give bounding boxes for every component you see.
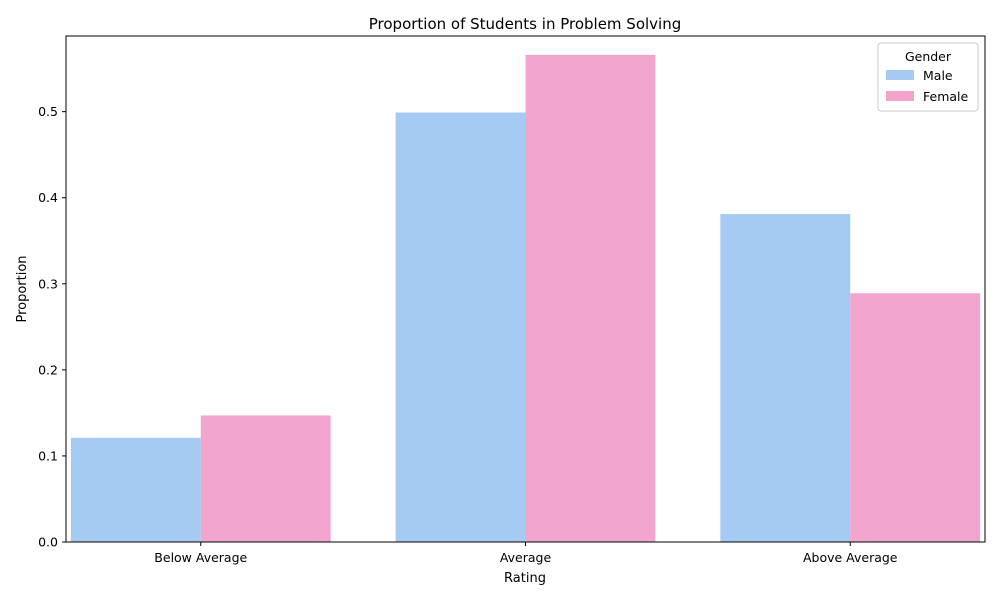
x-tick-label: Below Average bbox=[154, 550, 247, 565]
y-tick-label: 0.3 bbox=[38, 276, 58, 291]
y-tick-label: 0.0 bbox=[38, 535, 58, 550]
x-axis-label: Rating bbox=[504, 571, 546, 586]
x-tick-label: Average bbox=[500, 550, 552, 565]
bar-female-average bbox=[525, 54, 656, 543]
legend-label-male: Male bbox=[923, 68, 953, 83]
bar-female-above-average bbox=[850, 293, 981, 542]
bar-female-below-average bbox=[200, 415, 331, 542]
y-tick-label: 0.4 bbox=[38, 190, 58, 205]
y-tick-label: 0.2 bbox=[38, 362, 58, 377]
legend-label-female: Female bbox=[923, 89, 969, 104]
y-axis-label: Proportion bbox=[15, 255, 30, 322]
y-tick-label: 0.1 bbox=[38, 448, 58, 463]
legend-title: Gender bbox=[905, 49, 952, 64]
bar-male-above-average bbox=[720, 214, 851, 542]
y-tick-label: 0.5 bbox=[38, 104, 58, 119]
bars-layer bbox=[70, 54, 981, 543]
bar-male-average bbox=[395, 112, 526, 543]
plot-frame bbox=[65, 35, 986, 543]
legend: Gender Male Female bbox=[877, 42, 979, 112]
bar-male-below-average bbox=[70, 437, 201, 542]
chart-title: Proportion of Students in Problem Solvin… bbox=[369, 15, 682, 33]
ticks-layer: Below Average Average Above Average 0.0 0.1 0… bbox=[38, 104, 898, 565]
legend-swatch-male bbox=[886, 70, 914, 80]
x-tick-label: Above Average bbox=[803, 550, 898, 565]
legend-swatch-female bbox=[886, 91, 914, 101]
